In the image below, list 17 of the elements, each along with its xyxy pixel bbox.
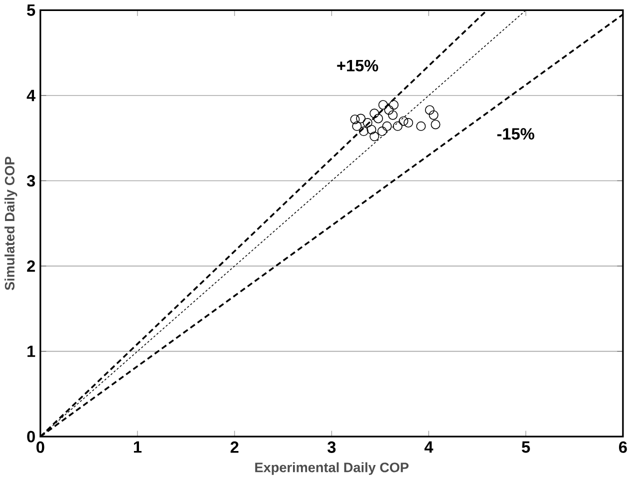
x-axis-title: Experimental Daily COP: [255, 462, 409, 475]
x-tick-label: 0: [36, 441, 44, 453]
y-tick-label: 0: [27, 430, 35, 442]
x-tick-label: 6: [619, 441, 627, 453]
y-tick-label: 5: [27, 4, 36, 16]
annotation: -15%: [497, 128, 534, 140]
y-axis-title: Simulated Daily COP: [4, 156, 18, 290]
y-tick-label: 2: [27, 260, 35, 272]
x-tick-label: 4: [424, 441, 434, 452]
y-tick-label: 3: [26, 174, 35, 186]
y-tick-label: 1: [28, 345, 36, 357]
y-tick-label: 4: [26, 90, 36, 101]
x-tick-label: 1: [134, 441, 142, 452]
x-tick-label: 3: [328, 441, 336, 453]
x-tick-label: 5: [522, 441, 530, 453]
annotation: +15%: [337, 60, 378, 72]
x-tick-label: 2: [230, 441, 238, 453]
